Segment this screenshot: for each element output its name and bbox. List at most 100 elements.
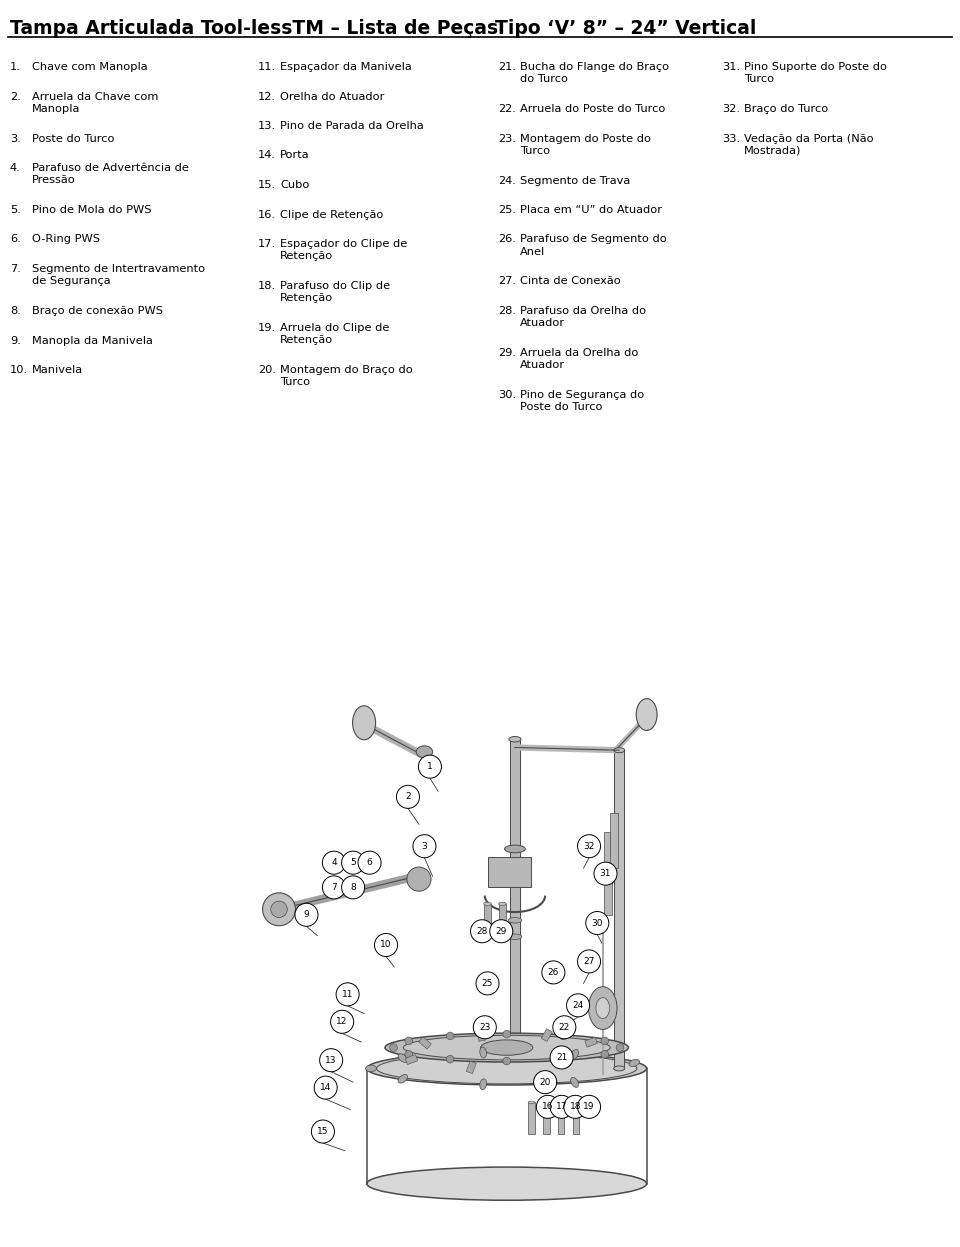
Text: 10: 10	[380, 940, 392, 949]
Text: 32: 32	[584, 842, 595, 850]
Circle shape	[550, 1046, 573, 1069]
Circle shape	[564, 1095, 587, 1119]
Circle shape	[470, 920, 493, 943]
Text: 27.: 27.	[498, 277, 516, 287]
Circle shape	[560, 1033, 567, 1040]
Circle shape	[503, 1057, 511, 1065]
Bar	[477, 1030, 486, 1041]
Text: 11.: 11.	[258, 62, 276, 72]
Bar	[585, 1038, 597, 1047]
Text: 29.: 29.	[498, 348, 516, 358]
Bar	[614, 751, 624, 1069]
Text: 27: 27	[584, 956, 595, 966]
Ellipse shape	[636, 698, 657, 731]
Text: 5.: 5.	[10, 205, 21, 214]
Text: Pino de Mola do PWS: Pino de Mola do PWS	[32, 205, 152, 214]
Text: 11: 11	[342, 990, 353, 999]
Text: Manivela: Manivela	[32, 365, 84, 375]
Text: 20: 20	[540, 1077, 551, 1086]
Ellipse shape	[367, 1167, 647, 1201]
Text: 15: 15	[317, 1127, 328, 1136]
Text: 19: 19	[584, 1102, 595, 1111]
Text: 30: 30	[591, 919, 603, 928]
Circle shape	[407, 867, 431, 892]
Text: 12: 12	[336, 1018, 348, 1026]
Ellipse shape	[498, 902, 506, 905]
Circle shape	[616, 1044, 624, 1051]
Text: 29: 29	[495, 927, 507, 935]
Circle shape	[405, 1038, 413, 1045]
Circle shape	[503, 1030, 511, 1038]
Text: 3.: 3.	[10, 133, 21, 143]
Circle shape	[601, 1050, 609, 1059]
Bar	[510, 739, 520, 1041]
Circle shape	[323, 852, 346, 874]
Text: 18: 18	[569, 1102, 581, 1111]
Text: Parafuso de Advertência de
Pressão: Parafuso de Advertência de Pressão	[32, 163, 189, 186]
Text: Tampa Articulada Tool-lessTM – Lista de Peças: Tampa Articulada Tool-lessTM – Lista de …	[10, 19, 498, 37]
Text: Manopla da Manivela: Manopla da Manivela	[32, 335, 153, 345]
Text: Tipo ‘V’ 8” – 24” Vertical: Tipo ‘V’ 8” – 24” Vertical	[495, 19, 756, 37]
Text: Segmento de Intertravamento
de Segurança: Segmento de Intertravamento de Segurança	[32, 264, 205, 287]
Circle shape	[566, 994, 589, 1016]
Text: 4.: 4.	[10, 163, 21, 173]
Text: Poste do Turco: Poste do Turco	[32, 133, 114, 143]
Text: Vedação da Porta (Não
Mostrada): Vedação da Porta (Não Mostrada)	[744, 133, 874, 156]
Circle shape	[537, 1095, 560, 1119]
Ellipse shape	[543, 1101, 549, 1104]
Ellipse shape	[629, 1059, 639, 1066]
Bar	[541, 1029, 552, 1041]
Text: Arruela do Poste do Turco: Arruela do Poste do Turco	[520, 104, 665, 113]
Ellipse shape	[398, 1075, 407, 1084]
Ellipse shape	[403, 1035, 611, 1060]
Text: O-Ring PWS: O-Ring PWS	[32, 234, 100, 244]
Text: 5: 5	[350, 858, 356, 867]
Ellipse shape	[570, 1077, 579, 1087]
Text: 16: 16	[542, 1102, 554, 1111]
Text: 23.: 23.	[498, 133, 516, 143]
Text: 2: 2	[405, 792, 411, 802]
Text: Espaçador do Clipe de
Retenção: Espaçador do Clipe de Retenção	[280, 239, 407, 262]
Circle shape	[323, 875, 346, 899]
Bar	[467, 1061, 476, 1074]
Text: 21: 21	[556, 1052, 567, 1062]
Text: 17: 17	[556, 1102, 567, 1111]
Text: 15.: 15.	[258, 180, 276, 190]
Text: 6.: 6.	[10, 234, 21, 244]
Circle shape	[263, 893, 296, 925]
Text: Clipe de Retenção: Clipe de Retenção	[280, 209, 383, 219]
Text: 22.: 22.	[498, 104, 516, 113]
Circle shape	[446, 1033, 454, 1040]
Ellipse shape	[528, 1101, 535, 1104]
Ellipse shape	[385, 1034, 629, 1062]
Circle shape	[342, 875, 365, 899]
Text: Pino de Parada da Orelha: Pino de Parada da Orelha	[280, 121, 423, 131]
Text: 23: 23	[479, 1023, 491, 1031]
Text: 12.: 12.	[258, 91, 276, 101]
Bar	[488, 857, 532, 888]
Text: Braço do Turco: Braço do Turco	[744, 104, 828, 113]
Circle shape	[446, 1055, 454, 1062]
Bar	[543, 1102, 549, 1135]
Circle shape	[330, 1010, 353, 1034]
Text: 13.: 13.	[258, 121, 276, 131]
Text: 14: 14	[320, 1084, 331, 1092]
Circle shape	[271, 902, 287, 918]
Ellipse shape	[588, 986, 617, 1030]
Text: 7: 7	[331, 883, 337, 892]
Ellipse shape	[417, 746, 433, 758]
Text: 28: 28	[476, 927, 488, 935]
Ellipse shape	[508, 918, 522, 923]
Text: 30.: 30.	[498, 390, 516, 400]
Text: 1: 1	[427, 762, 433, 771]
Ellipse shape	[570, 1050, 579, 1060]
Text: Braço de conexão PWS: Braço de conexão PWS	[32, 306, 163, 315]
Text: 7.: 7.	[10, 264, 21, 274]
Bar	[605, 833, 612, 915]
Circle shape	[311, 1120, 334, 1143]
Text: Arruela da Chave com
Manopla: Arruela da Chave com Manopla	[32, 91, 158, 113]
Text: 6: 6	[367, 858, 372, 867]
Ellipse shape	[367, 1051, 647, 1085]
Ellipse shape	[505, 845, 525, 853]
Text: 1.: 1.	[10, 62, 21, 72]
